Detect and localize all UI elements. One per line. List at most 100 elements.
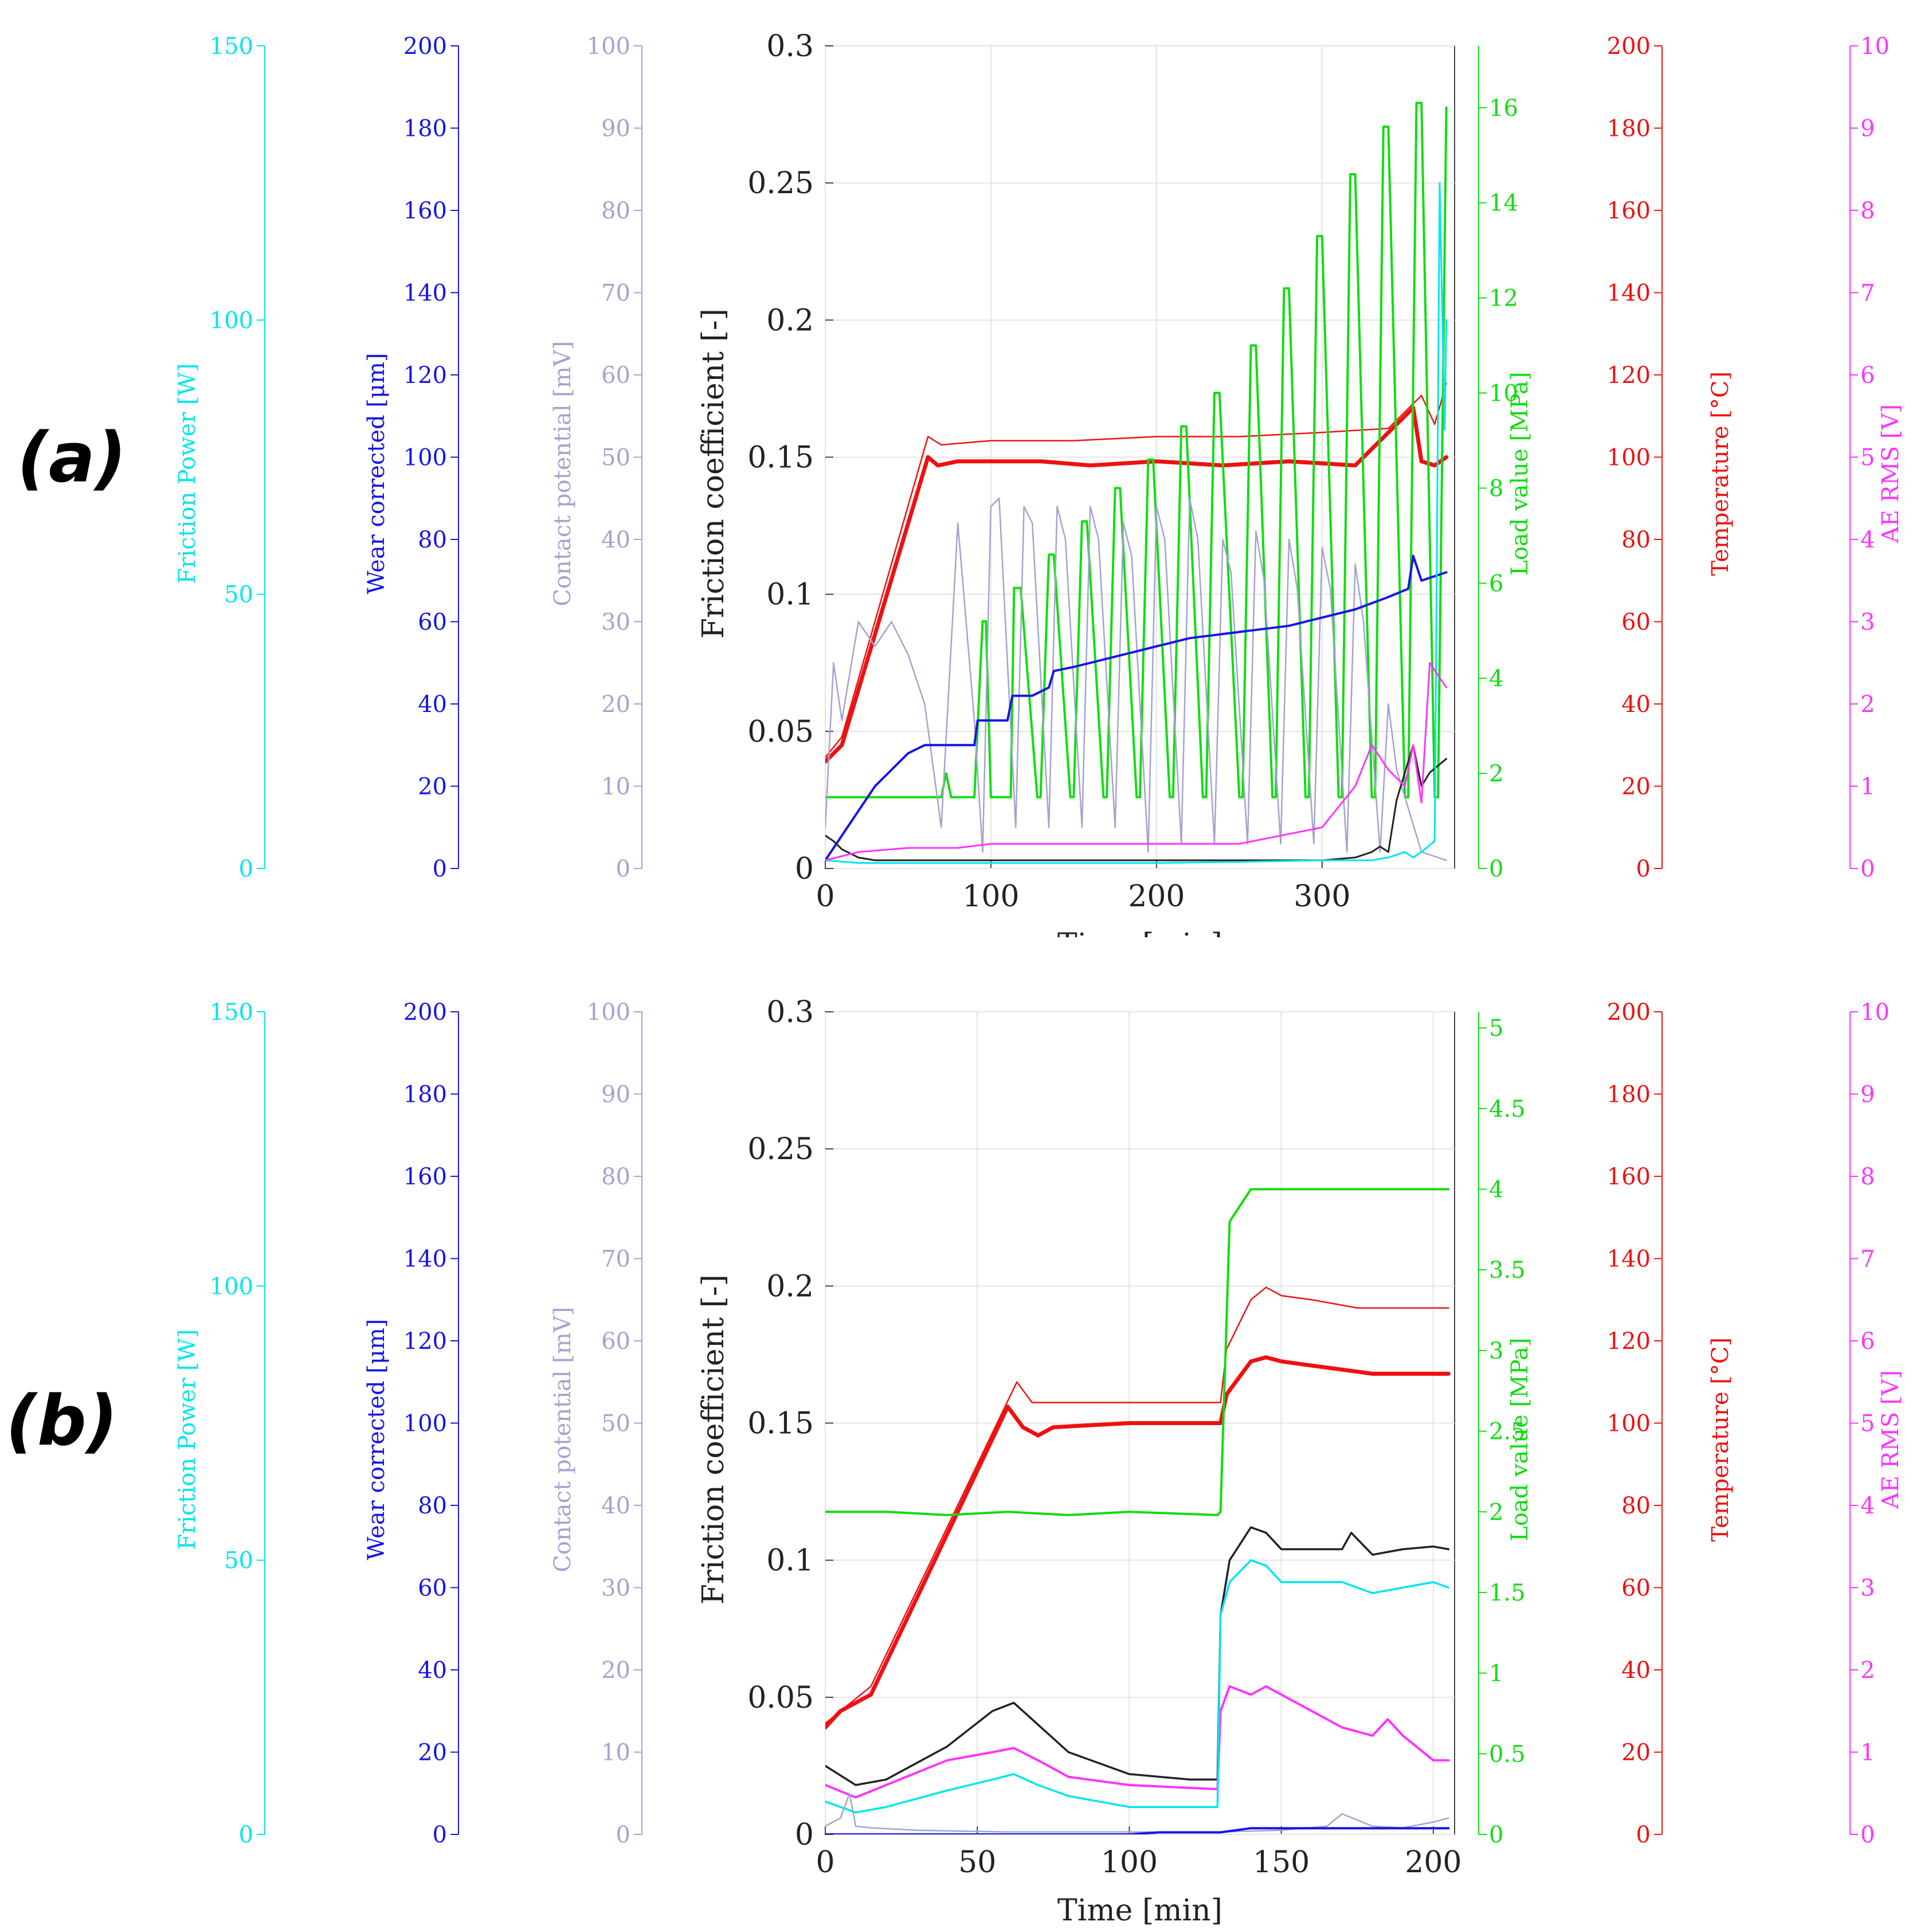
y-tick-label: 0: [239, 1822, 253, 1848]
y-tick-label: 160: [1607, 1164, 1651, 1190]
y-tick-label: 0: [433, 1822, 447, 1848]
axis-contact: 0 10 20 30 40 50 60 70 80 90 100 Contact potential …: [550, 999, 642, 1848]
y-tick-label: 2: [1489, 761, 1503, 787]
y-axis-title: Wear corrected [μm]: [363, 1319, 390, 1560]
y-tick-label: 70: [601, 1246, 630, 1273]
y-tick-label: 6: [1860, 362, 1875, 389]
y-tick-label: 80: [601, 1164, 630, 1190]
y-tick-label: 10: [601, 774, 630, 800]
y-tick-label: 120: [403, 1328, 447, 1355]
axis-wear: 0 20 40 60 80 100 120 140 160 180 200 Wear correcte…: [363, 999, 459, 1848]
y-tick-label: 180: [403, 116, 447, 142]
axis-friction: 0 50 100 150 Friction Power [W]: [174, 999, 265, 1848]
x-tick-label: 0: [816, 1845, 834, 1880]
y-tick-label: 0.3: [766, 995, 814, 1030]
y-tick-label: 160: [403, 1164, 447, 1190]
y-tick-label: 3.5: [1489, 1257, 1526, 1284]
y-tick-label: 60: [1621, 1575, 1651, 1602]
y-tick-label: 4.5: [1489, 1096, 1526, 1122]
y-tick-label: 50: [601, 445, 630, 471]
y-tick-label: 12: [1489, 285, 1518, 312]
y-tick-label: 40: [601, 1493, 630, 1519]
y-tick-label: 70: [601, 280, 630, 307]
y-tick-label: 20: [1621, 1740, 1651, 1766]
x-tick-label: 200: [1128, 879, 1185, 914]
y-tick-label: 0: [1636, 1822, 1651, 1848]
y-tick-label: 8: [1489, 475, 1503, 502]
y-tick-label: 0.2: [766, 1269, 814, 1304]
panel-label: (a): [17, 418, 127, 498]
y-tick-label: 100: [210, 1273, 253, 1300]
series-wear-corrected: [825, 554, 1448, 862]
y-tick-label: 100: [587, 33, 630, 60]
y-tick-label: 100: [403, 1411, 447, 1437]
y-tick-label: 100: [210, 307, 253, 334]
x-tick-label: 50: [958, 1845, 996, 1880]
y-tick-label: 160: [403, 198, 447, 224]
series-contact-potential: [825, 498, 1447, 861]
y-tick-label: 5: [1860, 445, 1875, 471]
y-tick-label: 100: [403, 445, 447, 471]
y-tick-label: 50: [224, 582, 253, 608]
y-tick-label: 1: [1489, 1661, 1503, 1687]
y-tick-label: 120: [1607, 362, 1651, 389]
y-axis-title: Temperature [°C]: [1707, 371, 1734, 576]
y-tick-label: 200: [403, 999, 447, 1026]
y-tick-label: 6: [1489, 570, 1503, 597]
y-tick-label: 0: [1489, 856, 1503, 882]
y-tick-label: 80: [418, 1493, 447, 1519]
y-tick-label: 20: [1621, 774, 1651, 800]
y-axis-title: AE RMS [V]: [1878, 1370, 1904, 1509]
y-tick-label: 50: [224, 1548, 253, 1574]
y-axis-title: Friction Power [W]: [174, 1329, 201, 1550]
y-axis-title: Load value [MPa]: [1507, 372, 1533, 576]
series-ae-rms: [825, 662, 1448, 862]
y-tick-label: 180: [403, 1082, 447, 1108]
y-tick-label: 140: [1607, 280, 1651, 307]
y-tick-label: 140: [403, 280, 447, 307]
y-tick-label: 100: [1607, 1411, 1651, 1437]
y-tick-label: 160: [1607, 198, 1651, 224]
y-tick-label: 0.2: [766, 303, 814, 338]
x-tick-label: 300: [1294, 879, 1350, 914]
y-axis-title: Contact potential [mV]: [550, 1307, 576, 1572]
y-tick-label: 7: [1860, 1246, 1875, 1273]
y-axis-title: Temperature [°C]: [1707, 1337, 1734, 1542]
y-tick-label: 200: [403, 33, 447, 60]
y-tick-label: 0: [616, 856, 630, 882]
x-tick-label: 150: [1253, 1845, 1310, 1880]
y-tick-label: 40: [418, 1657, 447, 1684]
axis-ae: 0 1 2 3 4 5 6 7 8 9 10 AE RMS [V]: [1849, 33, 1904, 882]
y-tick-label: 90: [601, 1082, 630, 1108]
y-tick-label: 40: [601, 527, 630, 553]
y-tick-label: 5: [1860, 1411, 1875, 1437]
y-tick-label: 30: [601, 609, 630, 636]
y-tick-label: 3: [1860, 609, 1875, 636]
y-tick-label: 3: [1489, 1338, 1503, 1364]
y-tick-label: 2: [1489, 1499, 1503, 1525]
y-tick-label: 2.5: [1489, 1419, 1526, 1445]
y-tick-label: 0: [1860, 856, 1875, 882]
y-tick-label: 20: [601, 1657, 630, 1684]
y-tick-label: 90: [601, 116, 630, 142]
y-tick-label: 10: [601, 1740, 630, 1766]
x-tick-label: 100: [962, 879, 1019, 914]
y-axis-title: Friction Power [W]: [174, 363, 201, 584]
x-tick-label: 200: [1405, 1845, 1461, 1880]
y-tick-label: 40: [1621, 691, 1651, 718]
y-tick-label: 1.5: [1489, 1580, 1526, 1606]
axis-temperature: 0 20 40 60 80 100 120 140 160 180 200 Temperature […: [1607, 999, 1734, 1848]
y-tick-label: 2: [1860, 691, 1875, 718]
y-tick-label: 10: [1489, 381, 1518, 407]
axis-wear: 0 20 40 60 80 100 120 140 160 180 200 Wear correcte…: [363, 33, 459, 882]
series-ae-rms: [825, 1685, 1450, 1799]
x-axis-title: Time [min]: [1057, 1893, 1222, 1928]
y-tick-label: 0.15: [747, 441, 814, 475]
y-tick-label: 60: [601, 362, 630, 389]
axis-friction: 0 50 100 150 Friction Power [W]: [174, 33, 265, 882]
series-load-value: [825, 101, 1448, 799]
y-tick-label: 9: [1860, 1082, 1875, 1108]
y-tick-label: 6: [1860, 1328, 1875, 1355]
y-axis-title: Friction coefficient [-]: [696, 308, 731, 639]
